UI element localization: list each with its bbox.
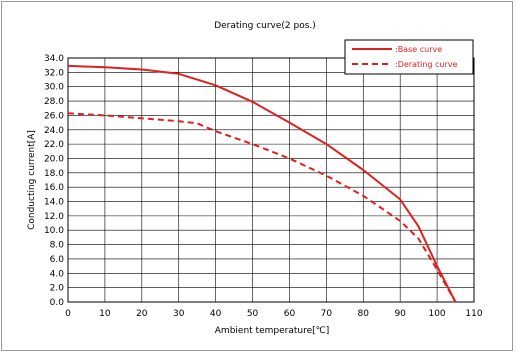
y-tick-label: 32.0 <box>44 68 64 78</box>
x-axis-ticks: 0 10 20 30 40 50 60 70 80 90 100 110 <box>65 309 483 319</box>
x-tick-label: 50 <box>247 309 259 319</box>
x-tick-label: 110 <box>465 309 482 319</box>
x-tick-label: 90 <box>394 309 406 319</box>
y-axis-ticks: 0.0 2.0 4.0 6.0 8.0 10.0 12.0 14.0 16.0 18.0 20.0 2… <box>44 54 64 308</box>
y-tick-label: 4.0 <box>50 269 65 279</box>
y-tick-label: 0.0 <box>50 298 65 308</box>
y-tick-label: 20.0 <box>44 154 64 164</box>
x-tick-label: 60 <box>284 309 296 319</box>
base-curve-line <box>67 64 457 303</box>
x-tick-label: 30 <box>173 309 185 319</box>
series-layer <box>67 64 457 303</box>
y-tick-label: 2.0 <box>50 284 65 294</box>
grid <box>67 57 475 303</box>
plot-area <box>67 57 475 303</box>
legend-box <box>344 39 474 75</box>
legend-label: :Base curve <box>395 45 442 54</box>
y-tick-label: 24.0 <box>44 126 64 136</box>
y-tick-label: 34.0 <box>44 54 64 64</box>
x-tick-label: 100 <box>428 309 445 319</box>
y-tick-label: 18.0 <box>44 169 64 179</box>
legend-label: :Derating curve <box>395 60 458 69</box>
y-tick-label: 10.0 <box>44 226 64 236</box>
y-tick-label: 28.0 <box>44 97 64 107</box>
x-tick-label: 0 <box>65 309 71 319</box>
chart-title: Derating curve(2 pos.) <box>214 21 316 31</box>
x-tick-label: 40 <box>210 309 222 319</box>
x-tick-label: 10 <box>99 309 111 319</box>
y-tick-label: 22.0 <box>44 140 64 150</box>
y-tick-label: 14.0 <box>44 198 64 208</box>
y-tick-label: 8.0 <box>50 241 65 251</box>
y-axis-label: Conducting current[A] <box>27 130 37 230</box>
legend: :Base curve :Derating curve <box>344 39 474 75</box>
y-tick-label: 12.0 <box>44 212 64 222</box>
y-tick-label: 6.0 <box>50 255 65 265</box>
x-tick-label: 20 <box>136 309 148 319</box>
x-tick-label: 70 <box>321 309 333 319</box>
derating-curve-line <box>67 112 457 303</box>
y-tick-label: 26.0 <box>44 111 64 121</box>
x-axis-label: Ambient temperature[℃] <box>215 326 329 336</box>
x-tick-label: 80 <box>358 309 370 319</box>
y-tick-label: 16.0 <box>44 183 64 193</box>
y-tick-label: 30.0 <box>44 83 64 93</box>
